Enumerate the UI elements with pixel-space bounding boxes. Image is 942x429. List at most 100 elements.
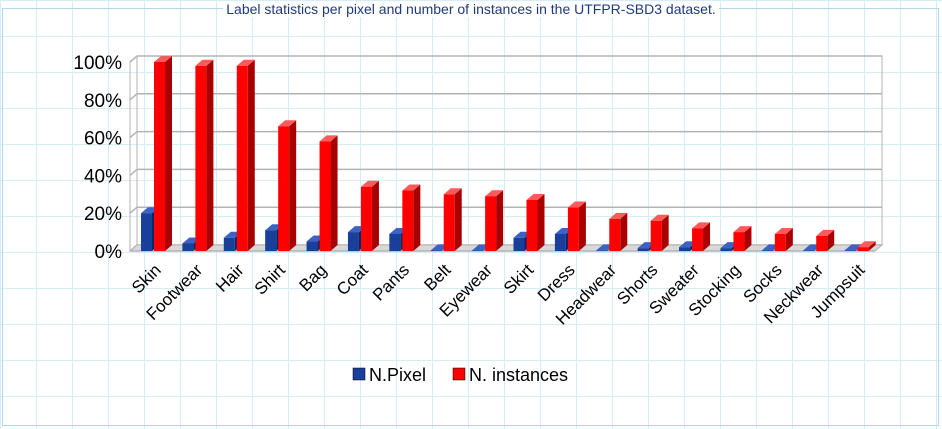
bar-ninstances-front: [733, 232, 745, 251]
bar-ninstances-side: [868, 241, 876, 251]
bar-npixel-front: [596, 250, 608, 251]
bar-ninstances: [816, 229, 835, 251]
bar-ninstances-side: [703, 222, 711, 251]
bar-npixel-front: [844, 250, 856, 251]
x-tick-label: Skin: [128, 260, 165, 297]
bar-ninstances-side: [537, 193, 545, 251]
bar-ninstances-side: [744, 226, 752, 251]
bar-ninstances: [733, 226, 752, 251]
bar-ninstances-front: [443, 194, 455, 251]
gridline-diag: [129, 168, 138, 176]
bar-ninstances-side: [785, 227, 793, 251]
bar-ninstances-front: [857, 247, 869, 251]
bar-ninstances: [650, 214, 669, 251]
bar-ninstances-front: [609, 218, 621, 251]
x-tick-label: Belt: [420, 260, 454, 294]
bar-ninstances: [774, 227, 793, 251]
bar-ninstances-top: [485, 190, 504, 197]
y-tick-label: 20%: [84, 204, 122, 225]
bar-ninstances-front: [236, 65, 248, 251]
bar-ninstances-top: [154, 56, 172, 62]
legend-swatch-ninstances: [452, 367, 466, 381]
bar-ninstances: [526, 193, 545, 251]
bar-ninstances: [609, 212, 628, 251]
bar-ninstances-side: [247, 59, 255, 251]
bar-ninstances-front: [526, 199, 538, 251]
bar-ninstances: [319, 135, 338, 251]
bar-npixel-front: [554, 233, 566, 251]
bar-ninstances-side: [371, 180, 379, 251]
bar-npixel-front: [761, 250, 773, 251]
y-tick-label: 100%: [73, 53, 122, 74]
bar-npixel-front: [182, 243, 194, 251]
bars-layer: [141, 56, 876, 251]
gridline-diag: [129, 206, 138, 214]
y-axis: 0% 20% 40% 60% 80% 100%: [73, 53, 122, 263]
bar-ninstances-side: [661, 214, 669, 251]
bar-ninstances: [567, 201, 586, 251]
bar-ninstances-side: [496, 190, 504, 251]
bar-ninstances-side: [413, 184, 421, 251]
bar-ninstances-front: [319, 141, 331, 251]
bar-ninstances-top: [692, 222, 711, 229]
bar-npixel-front: [306, 241, 318, 251]
bar-ninstances-side: [289, 120, 297, 251]
bar-ninstances-top: [567, 201, 586, 208]
bar-ninstances-front: [567, 207, 579, 251]
bar-npixel-front: [141, 213, 152, 251]
bar-ninstances-front: [154, 62, 165, 251]
bar-npixel-front: [430, 250, 442, 251]
bar-ninstances-front: [402, 190, 414, 251]
gridline-diag: [129, 131, 138, 139]
chart-title-text: Label statistics per pixel and number of…: [223, 1, 719, 17]
y-tick-label: 60%: [84, 129, 122, 150]
bar-ninstances-top: [195, 59, 214, 66]
bar-ninstances-side: [620, 212, 628, 251]
chart-title: Label statistics per pixel and number of…: [0, 1, 942, 18]
bar-ninstances-top: [816, 229, 835, 236]
bar-ninstances-top: [526, 193, 545, 200]
bar-ninstances-side: [206, 59, 214, 251]
bar-ninstances: [485, 190, 504, 251]
bar-ninstances-top: [236, 59, 255, 66]
grid-layer: [128, 55, 884, 252]
bar-ninstances-top: [278, 120, 297, 127]
gridline-diag: [129, 55, 138, 63]
bar-ninstances-top: [609, 212, 628, 219]
bar-ninstances-side: [330, 135, 338, 251]
bar-ninstances-front: [650, 220, 662, 251]
bar-ninstances-top: [650, 214, 669, 221]
bar-ninstances-top: [857, 241, 876, 248]
bar-ninstances: [360, 180, 379, 251]
bar-ninstances-top: [360, 180, 379, 187]
bar-ninstances-front: [278, 126, 290, 251]
legend-label-ninstances: N. instances: [469, 365, 568, 385]
bar-ninstances-front: [816, 235, 828, 251]
x-tick-label: Skirt: [500, 260, 538, 298]
bar-ninstances: [402, 184, 421, 251]
bar-ninstances-top: [774, 227, 793, 234]
bar-ninstances-top: [443, 188, 462, 195]
bar-npixel-front: [472, 250, 484, 251]
bar-ninstances: [195, 59, 214, 251]
y-tick-label: 40%: [84, 166, 122, 187]
bar-npixel-front: [513, 237, 525, 251]
bar-npixel-front: [637, 248, 649, 251]
bar-ninstances-top: [402, 184, 421, 191]
bar-npixel-front: [720, 248, 732, 251]
gridline-diag: [129, 93, 138, 101]
bar-npixel-front: [389, 233, 401, 251]
legend-swatch-npixel: [352, 367, 366, 381]
bar-npixel-front: [223, 237, 235, 251]
bar-ninstances-side: [578, 201, 586, 251]
y-tick-label: 80%: [84, 91, 122, 112]
x-tick-label: Shirt: [251, 260, 289, 298]
bar-ninstances-side: [165, 56, 172, 251]
bar-ninstances-side: [454, 188, 462, 251]
bar-ninstances: [236, 59, 255, 251]
bar-npixel-front: [679, 247, 691, 251]
bar-npixel-top: [844, 244, 863, 251]
x-tick-label: Bag: [296, 260, 331, 295]
